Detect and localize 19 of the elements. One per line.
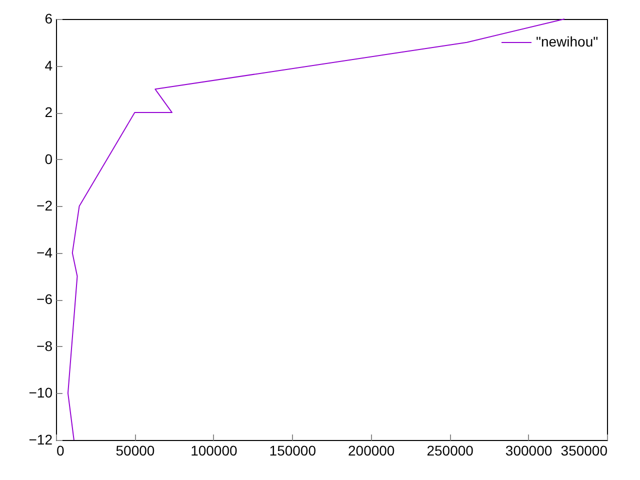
x-tick-label: 150000 [269, 442, 316, 458]
y-tick-label: −10 [28, 384, 53, 401]
y-tick-label: −2 [36, 198, 53, 214]
x-tick-label: 250000 [426, 442, 474, 458]
y-tick-label: −12 [28, 432, 53, 448]
y-tick-label: −6 [36, 291, 53, 308]
y-tick-label: −4 [36, 244, 53, 260]
x-tick-label: 200000 [348, 442, 395, 458]
legend-label: "newihou" [536, 34, 598, 50]
y-tick-label: 6 [44, 10, 53, 26]
x-tick-label: 0 [56, 442, 64, 458]
x-tick-label: 100000 [190, 442, 238, 458]
y-tick-label: 0 [44, 150, 53, 167]
x-tick-label: 350000 [560, 442, 608, 458]
y-tick-label: −8 [36, 338, 53, 354]
x-tick-label: 300000 [505, 442, 552, 458]
y-tick-label: 4 [44, 57, 53, 74]
x-tick-label: 50000 [116, 442, 155, 458]
y-tick-label: 2 [44, 104, 53, 120]
